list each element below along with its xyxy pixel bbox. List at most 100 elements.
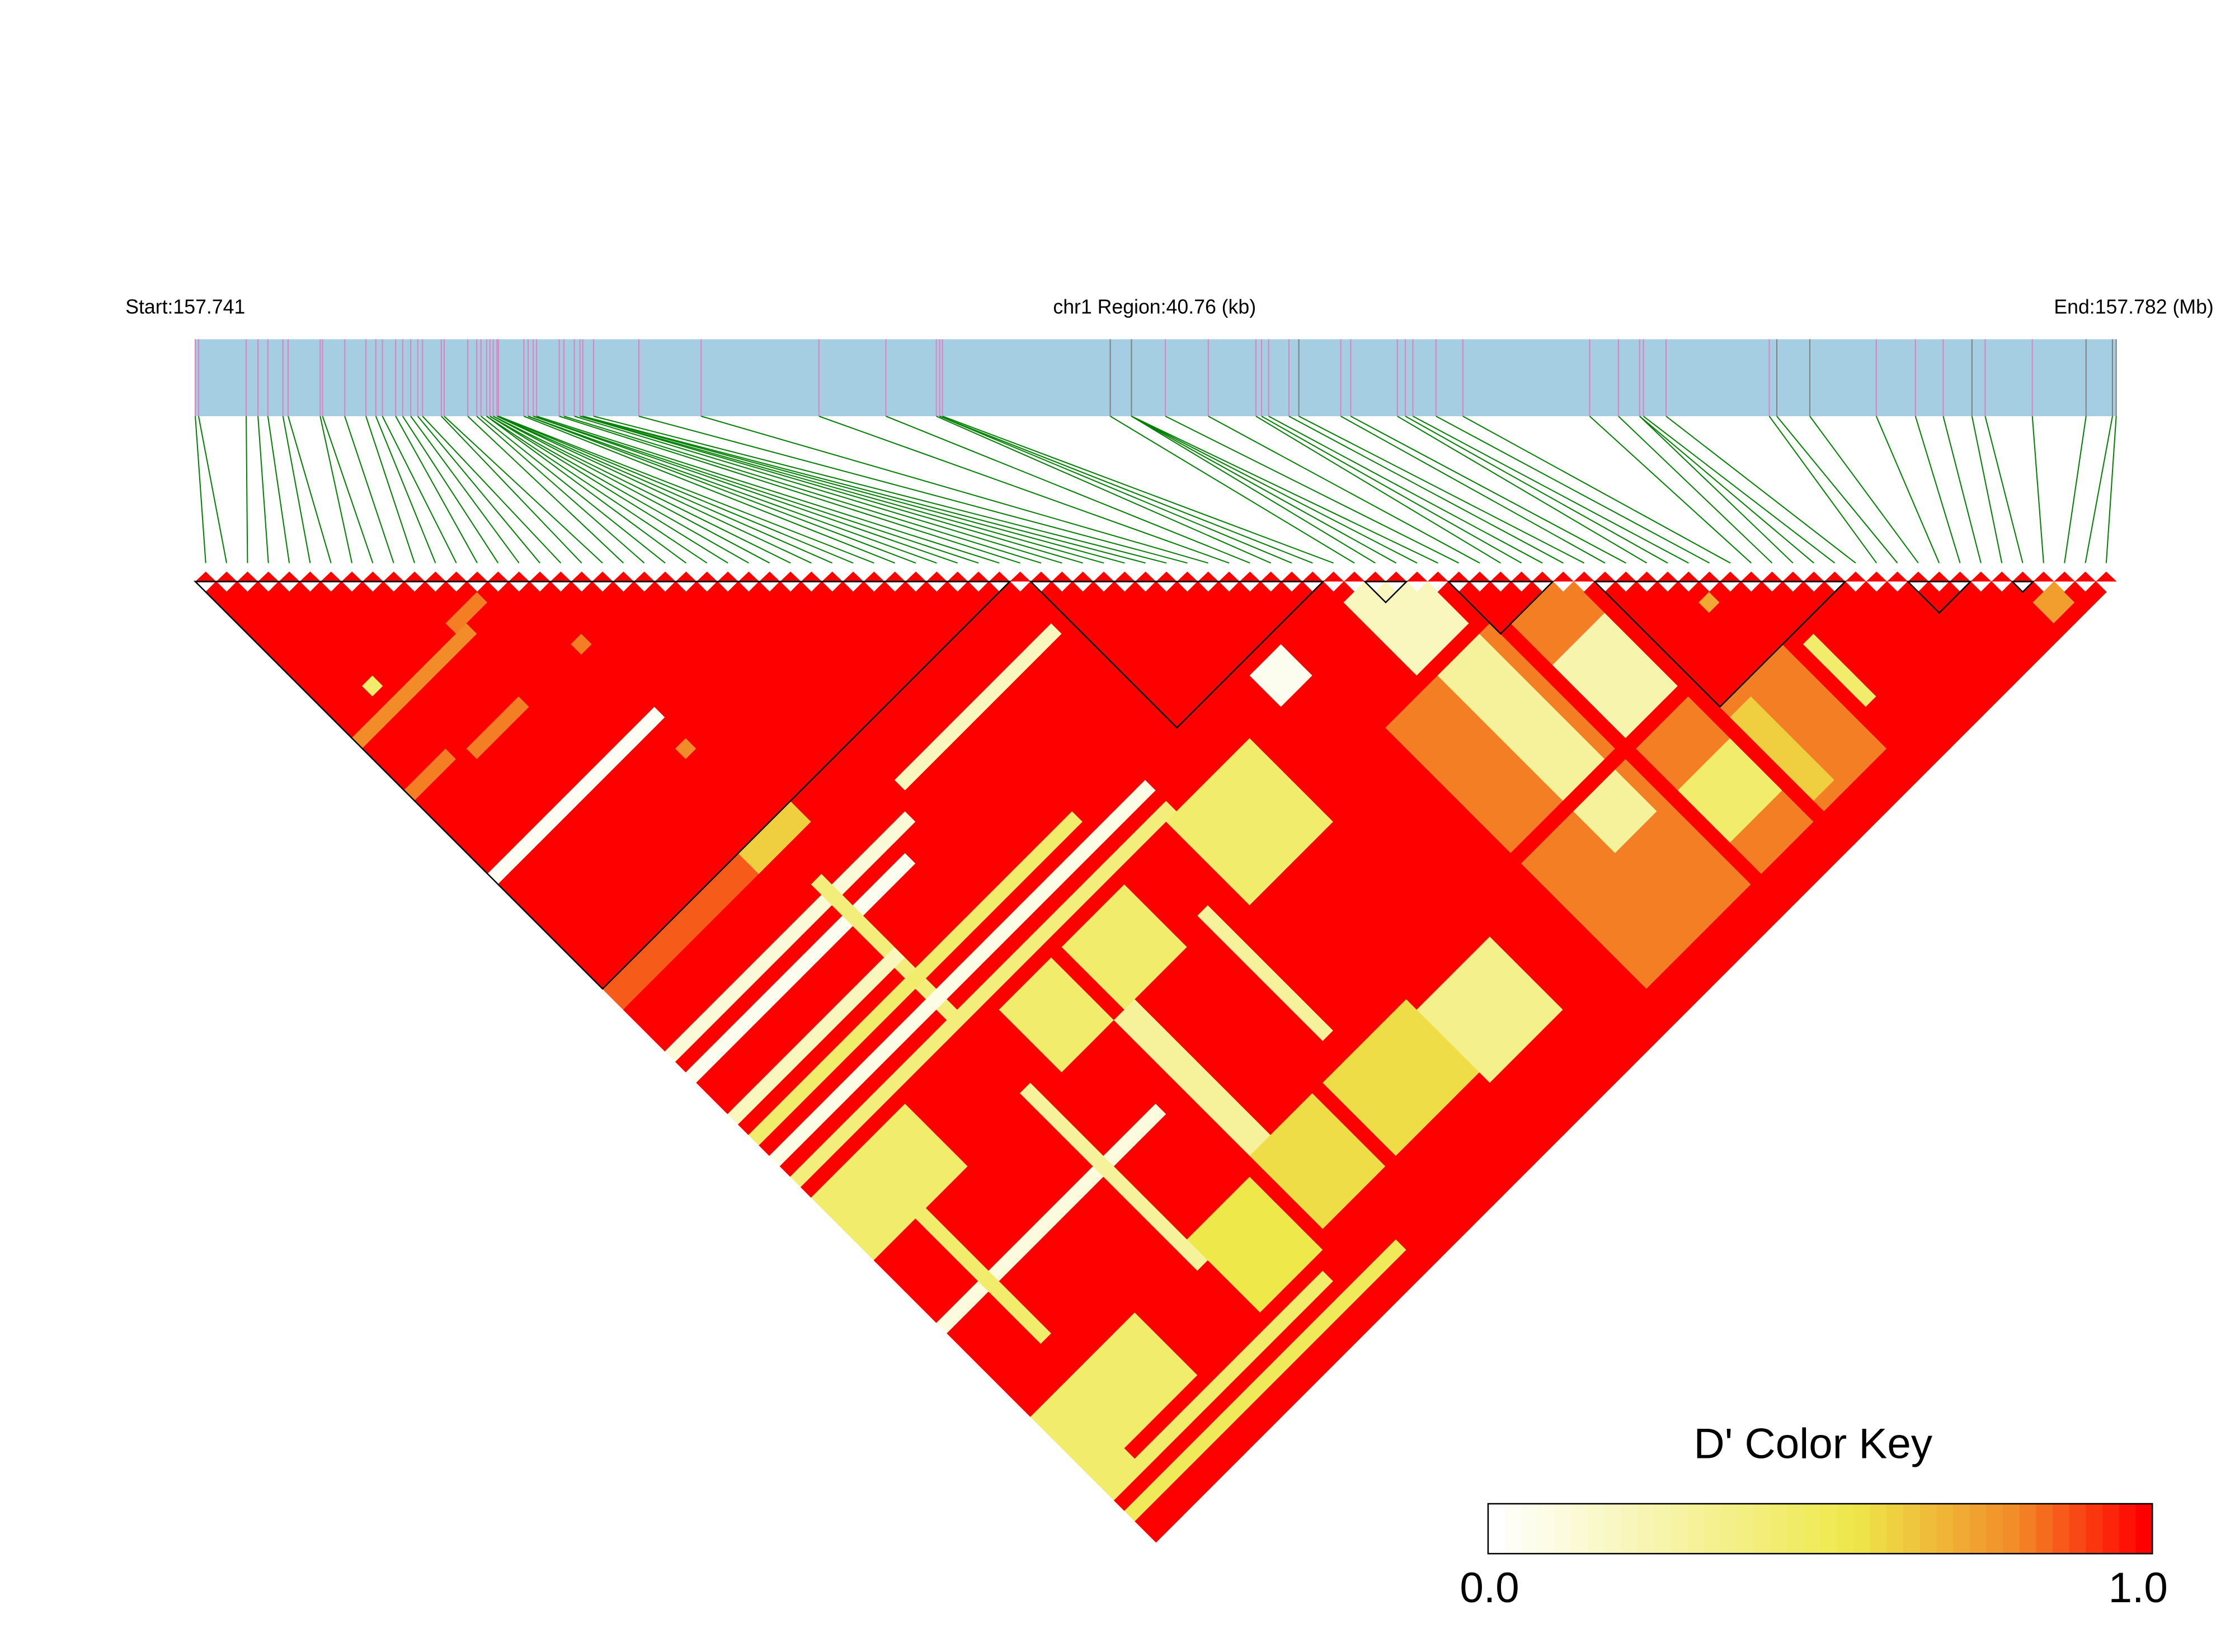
color-key-swatch (1554, 1503, 1572, 1554)
ld-cell (1249, 894, 1272, 916)
ld-cell (1625, 957, 1648, 979)
gene-region-bar (195, 339, 2117, 416)
color-key-swatch (1919, 1503, 1937, 1554)
ld-cell (1563, 1061, 1585, 1084)
ld-cell (1437, 748, 1460, 770)
ld-cell (602, 936, 624, 958)
ld-cell (1469, 1051, 1491, 1073)
ld-cell (696, 967, 718, 990)
ld-cell (1479, 581, 1502, 603)
ld-cell (1563, 643, 1585, 666)
snp-marker (1009, 571, 1031, 582)
ld-cell (1437, 936, 1460, 958)
ld-cell (1239, 675, 1261, 697)
ld-cell (1187, 894, 1209, 916)
ld-cell (1437, 623, 1460, 645)
ld-cell (1375, 873, 1397, 896)
ld-cell (1938, 623, 1961, 645)
ld-cell (299, 591, 321, 614)
snp-marker (2033, 571, 2054, 582)
ld-cell (1698, 717, 1721, 739)
ld-cell (1615, 633, 1637, 655)
ld-cell (2012, 654, 2034, 676)
snp-marker (1991, 571, 2012, 582)
ld-cell (1176, 1135, 1198, 1156)
color-key-swatch (1488, 1503, 1505, 1554)
snp-marker (2054, 571, 2075, 582)
ld-cell (1573, 612, 1596, 634)
ld-cell (1239, 1051, 1261, 1073)
ld-cell (1552, 842, 1574, 864)
ld-cell (1469, 1135, 1491, 1156)
ld-cell (1500, 706, 1522, 728)
ld-cell (1187, 1082, 1209, 1104)
ld-cell (1176, 1030, 1198, 1052)
ld-cell (1500, 873, 1522, 896)
snp-marker (1782, 571, 1804, 582)
snp-connector-line (939, 416, 1313, 564)
snp-connector-line (1665, 416, 1856, 564)
snp-connector-line (1165, 416, 1460, 564)
ld-cell (1249, 1354, 1272, 1376)
ld-cell (1375, 1082, 1397, 1104)
snp-connector-line (1589, 416, 1752, 564)
ld-cell (1552, 759, 1574, 780)
ld-cell (1855, 581, 1877, 603)
ld-cell (1500, 1082, 1522, 1104)
color-key-swatch (1753, 1503, 1771, 1554)
ld-cell (1813, 685, 1836, 708)
ld-cell (1636, 779, 1658, 802)
snp-connector-line (939, 416, 1292, 564)
snp-connector-line (582, 416, 1125, 564)
snp-marker (1218, 571, 1240, 582)
snp-connector-line (2064, 416, 2087, 563)
ld-block-outline (2010, 581, 2035, 594)
ld-cell (1500, 643, 1522, 666)
ld-cell (1375, 602, 1397, 624)
ld-cell (1249, 1270, 1272, 1292)
ld-cell (1187, 1375, 1209, 1397)
ld-cell (1489, 779, 1512, 802)
ld-cell (1239, 988, 1261, 1010)
ld-cell (1688, 769, 1710, 791)
snp-connector-line (1643, 416, 1836, 564)
ld-cell (1437, 685, 1460, 708)
snp-connector-line (1298, 416, 1585, 564)
ld-cell (1375, 831, 1397, 854)
ld-block-outline (1363, 581, 1409, 604)
ld-cell (1187, 1145, 1209, 1167)
ld-cell (1489, 842, 1512, 864)
ld-cell (1155, 1489, 1178, 1512)
color-key-swatch (2036, 1503, 2053, 1554)
ld-cell (1865, 717, 1888, 739)
snp-connector-line (1340, 416, 1606, 564)
snp-marker (717, 571, 738, 582)
ld-cell (1176, 1301, 1198, 1324)
ld-cell (1855, 790, 1877, 812)
ld-cell (1489, 1009, 1512, 1031)
snp-connector-line (344, 416, 394, 563)
ld-cell (1688, 706, 1710, 728)
ld-cell (1688, 936, 1710, 958)
snp-connector-line (580, 416, 1083, 564)
ld-cell (1573, 1009, 1596, 1031)
ld-cell (1500, 915, 1522, 937)
ld-cell (1552, 821, 1574, 843)
ld-cell (1239, 925, 1261, 948)
ld-cell (1688, 623, 1710, 645)
ld-block-outline (1906, 581, 1973, 614)
ld-cell (1573, 737, 1596, 760)
ld-cell (1249, 1145, 1272, 1167)
ld-cell (1500, 623, 1522, 645)
snp-marker (1177, 571, 1198, 582)
ld-cell (1573, 988, 1596, 1010)
snp-marker (1302, 571, 1323, 582)
ld-cell (1709, 957, 1731, 979)
ld-cell (1187, 790, 1209, 812)
ld-cell (1155, 1510, 1178, 1532)
color-key-swatch (1604, 1503, 1622, 1554)
ld-cell (1469, 654, 1491, 676)
ld-cell (1563, 581, 1585, 603)
ld-cell (623, 790, 645, 812)
ld-cell (1615, 1009, 1637, 1031)
